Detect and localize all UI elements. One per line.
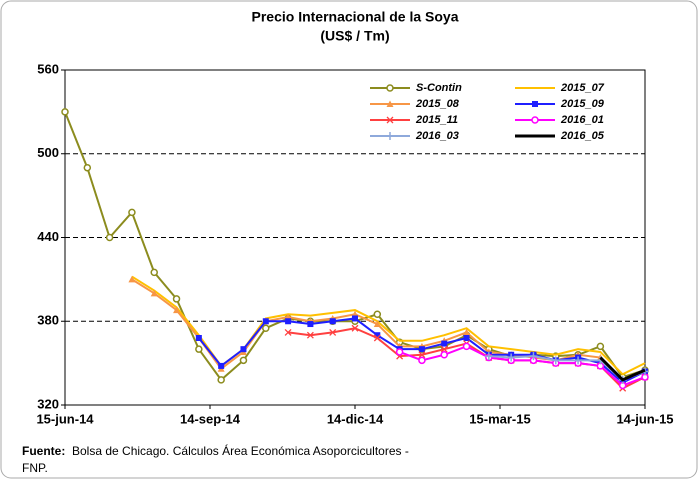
- marker: [373, 310, 382, 319]
- legend-label: 2015_07: [560, 82, 605, 94]
- source-label: Fuente:: [22, 444, 65, 458]
- marker: [83, 163, 92, 172]
- marker: [172, 295, 181, 303]
- source-text: FNP.: [22, 461, 48, 475]
- marker: [351, 324, 359, 332]
- marker: [463, 335, 470, 341]
- series-line: [599, 356, 646, 382]
- marker: [373, 320, 381, 328]
- y-tick-label: 380: [37, 313, 59, 328]
- marker: [352, 315, 358, 322]
- marker: [441, 340, 448, 347]
- marker: [484, 352, 493, 361]
- x-tick-label: 14-dic-14: [327, 411, 384, 426]
- source-text: Bolsa de Chicago. Cálculos Área Económic…: [72, 443, 409, 458]
- marker: [507, 353, 516, 362]
- marker: [531, 116, 539, 124]
- x-tick-label: 15-jun-14: [36, 411, 94, 426]
- marker: [374, 332, 381, 339]
- marker: [240, 346, 247, 353]
- x-tick-label: 14-sep-14: [180, 411, 241, 426]
- marker: [195, 345, 203, 353]
- marker: [529, 352, 538, 361]
- marker: [285, 318, 292, 325]
- y-tick-label: 500: [37, 145, 59, 160]
- series-line: [399, 345, 646, 387]
- marker: [386, 100, 394, 107]
- marker: [418, 351, 426, 359]
- marker: [463, 328, 471, 336]
- marker: [105, 233, 114, 242]
- chart-subtitle: (US$ / Tm): [320, 28, 389, 44]
- marker: [262, 318, 269, 325]
- marker: [462, 342, 471, 351]
- x-tick-label: 14-jun-15: [616, 411, 673, 426]
- marker: [329, 318, 336, 325]
- marker: [239, 356, 248, 365]
- marker: [150, 289, 158, 297]
- marker: [386, 132, 394, 140]
- legend-label: 2015_09: [560, 98, 605, 110]
- y-tick-label: 560: [37, 61, 59, 76]
- marker: [386, 84, 394, 92]
- marker: [173, 306, 181, 314]
- marker: [217, 376, 225, 384]
- marker: [596, 342, 605, 351]
- marker: [128, 275, 136, 283]
- marker: [306, 331, 314, 339]
- marker: [150, 268, 158, 277]
- marker: [574, 356, 583, 365]
- marker: [440, 351, 448, 359]
- x-tick-label: 15-mar-15: [469, 411, 530, 426]
- marker: [218, 362, 225, 369]
- marker: [418, 346, 425, 353]
- marker: [329, 328, 337, 336]
- chart-title: Precio Internacional de la Soya: [252, 9, 459, 25]
- legend-label: 2016_05: [560, 130, 605, 142]
- marker: [284, 328, 292, 336]
- marker: [128, 208, 136, 217]
- marker: [307, 321, 314, 328]
- marker: [418, 356, 426, 365]
- legend-label: 2015_08: [415, 98, 460, 110]
- marker: [262, 324, 270, 332]
- marker: [532, 101, 538, 107]
- legend-label: 2016_01: [560, 114, 604, 126]
- marker: [373, 334, 381, 342]
- marker: [395, 348, 404, 356]
- marker: [386, 116, 394, 124]
- legend-label: S-Contin: [416, 82, 462, 94]
- marker: [440, 345, 448, 353]
- y-tick-label: 320: [37, 396, 59, 411]
- legend-label: 2015_11: [415, 114, 458, 126]
- y-tick-label: 440: [37, 229, 59, 244]
- marker: [195, 335, 202, 341]
- marker: [551, 356, 560, 365]
- marker: [61, 108, 69, 116]
- plot-area: [64, 69, 646, 406]
- legend-label: 2016_03: [415, 130, 459, 142]
